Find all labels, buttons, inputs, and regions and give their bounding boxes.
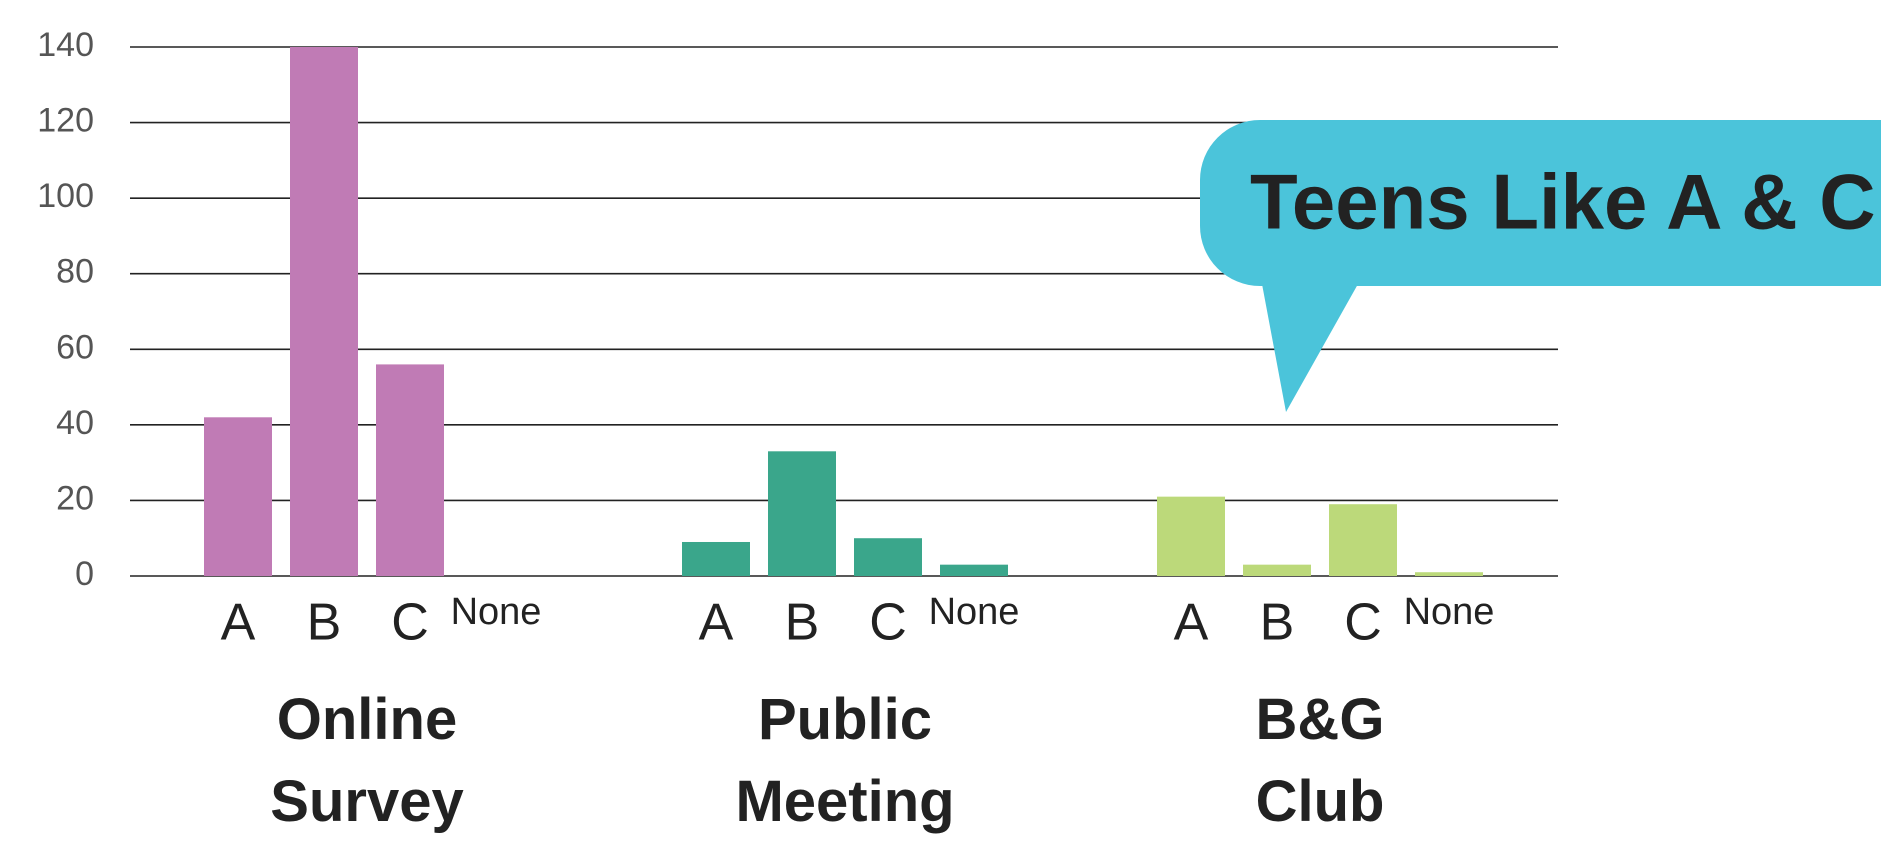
x-tick-label: A — [1174, 594, 1209, 652]
bar — [940, 564, 1008, 576]
x-tick-label: None — [1404, 591, 1495, 633]
x-tick-label: B — [1260, 594, 1295, 652]
x-tick-label: None — [929, 591, 1020, 633]
callout: Teens Like A & C — [1200, 120, 1881, 412]
group-label: Online Survey — [270, 687, 463, 834]
x-tick-label: A — [699, 594, 734, 652]
x-tick-label: None — [451, 591, 542, 633]
group-label: B&G Club — [1256, 687, 1385, 834]
group-label: Public Meeting — [735, 687, 954, 834]
x-tick-label: B — [785, 594, 820, 652]
callout-tail — [1262, 284, 1358, 412]
y-tick-label: 60 — [56, 328, 94, 366]
y-tick-label: 80 — [56, 253, 94, 291]
y-tick-label: 20 — [56, 479, 94, 517]
bar — [768, 451, 836, 576]
bar — [1415, 572, 1483, 576]
y-tick-label: 140 — [37, 26, 94, 64]
y-tick-label: 100 — [37, 177, 94, 215]
y-tick-label: 120 — [37, 102, 94, 140]
x-tick-label: B — [307, 594, 342, 652]
bar — [682, 541, 750, 576]
bar — [204, 417, 272, 576]
bar — [854, 538, 922, 576]
bar — [1243, 564, 1311, 576]
x-tick-label: C — [869, 594, 907, 652]
callout-box — [1200, 120, 1881, 286]
bar — [290, 47, 358, 576]
y-tick-label: 0 — [75, 555, 94, 593]
bar — [1157, 496, 1225, 576]
annotation: Teens Like A & C — [1250, 158, 1876, 246]
x-tick-label: C — [1344, 594, 1382, 652]
y-tick-label: 40 — [56, 404, 94, 442]
bar — [1329, 504, 1397, 576]
x-tick-label: A — [221, 594, 256, 652]
bar — [376, 364, 444, 576]
x-tick-label: C — [391, 594, 429, 652]
